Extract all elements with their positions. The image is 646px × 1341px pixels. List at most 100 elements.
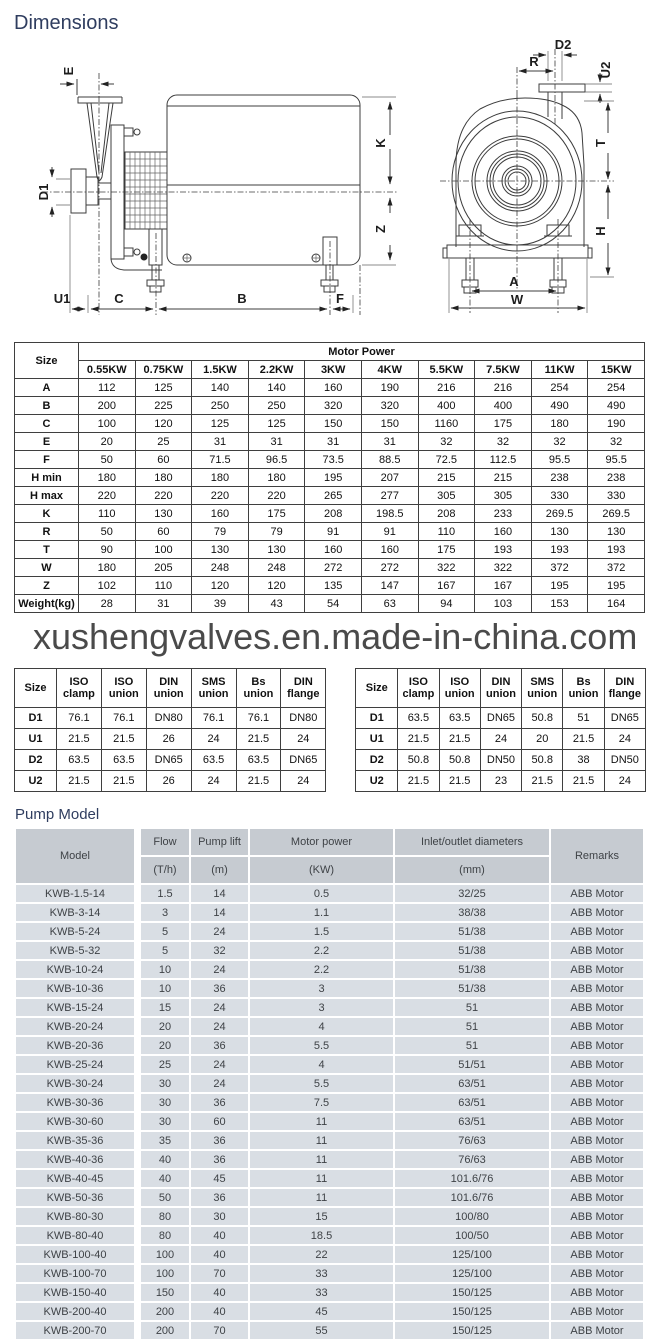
cell: 5.5 <box>250 1037 393 1054</box>
table-row: W 180 205 248 248 272 272 322 322 372 372 <box>14 558 645 577</box>
cell: 100 <box>134 540 193 559</box>
cell: 40 <box>191 1246 248 1263</box>
cell: 372 <box>587 558 645 577</box>
cell: 24 <box>190 770 237 792</box>
cell: 90 <box>78 540 136 559</box>
cell: 63/51 <box>395 1094 549 1111</box>
cell: 51/51 <box>395 1056 549 1073</box>
cell: 55 <box>250 1322 393 1339</box>
cell: 195 <box>304 468 362 487</box>
cell: 36 <box>191 1094 248 1111</box>
table-row: KWB-10-24 10 24 2.2 51/38 ABB Motor <box>16 961 643 978</box>
cell: 3 <box>250 980 393 997</box>
cell: 71.5 <box>191 450 249 469</box>
cell: ABB Motor <box>551 923 643 940</box>
cell: KWB-80-40 <box>16 1227 134 1244</box>
table-row: KWB-80-40 80 40 18.5 100/50 ABB Motor <box>16 1227 643 1244</box>
cell: 24 <box>190 728 237 750</box>
cell: 32 <box>417 432 476 451</box>
row-label: Weight(kg) <box>14 594 79 613</box>
cell: 101.6/76 <box>395 1189 549 1206</box>
cell: 160 <box>360 540 419 559</box>
cell: 305 <box>474 486 532 505</box>
cell: 45 <box>250 1303 393 1320</box>
cell: 70 <box>191 1265 248 1282</box>
cell: 248 <box>191 558 249 577</box>
cell: 175 <box>417 540 476 559</box>
header-row: (T/h) (m) (KW) (mm) <box>16 857 643 883</box>
cell: 51/38 <box>395 980 549 997</box>
row-label: H min <box>14 468 79 487</box>
cell: 150/125 <box>395 1284 549 1301</box>
cell: 130 <box>587 522 645 541</box>
dim-label-c: C <box>114 291 124 306</box>
cell: ABB Motor <box>551 1208 643 1225</box>
cell: KWB-5-24 <box>16 923 134 940</box>
cell: 320 <box>304 396 362 415</box>
cell: 76.1 <box>100 707 147 729</box>
cell: 220 <box>134 486 193 505</box>
dim-label-u2: U2 <box>598 62 613 79</box>
cell: 60 <box>134 522 193 541</box>
cell: KWB-80-30 <box>16 1208 134 1225</box>
table-row: T 90 100 130 130 160 160 175 193 193 193 <box>14 540 645 559</box>
cell: 63.5 <box>190 749 237 771</box>
cell: 25 <box>136 1056 189 1073</box>
cell: 30 <box>191 1208 248 1225</box>
cell: 248 <box>247 558 306 577</box>
table-row: R 50 60 79 79 91 91 110 160 130 130 <box>14 522 645 541</box>
cell: 180 <box>78 558 136 577</box>
cell: 330 <box>587 486 645 505</box>
cell: 269.5 <box>530 504 589 523</box>
cell: 50.8 <box>397 749 440 771</box>
cell: ABB Motor <box>551 980 643 997</box>
cell: 233 <box>474 504 532 523</box>
table-row: E 20 25 31 31 31 31 32 32 32 32 <box>14 432 645 451</box>
column-header: ISO union <box>100 668 147 708</box>
table-row: A 112 125 140 140 160 190 216 216 254 254 <box>14 378 645 397</box>
table-row: U1 21.5 21.5 26 24 21.5 24 <box>14 728 327 750</box>
cell: 250 <box>247 396 306 415</box>
table-row: F 50 60 71.5 96.5 73.5 88.5 72.5 112.5 95.5 95.5 <box>14 450 645 469</box>
column-header: ISO clamp <box>56 668 102 708</box>
row-label: C <box>14 414 79 433</box>
cell: 38/38 <box>395 904 549 921</box>
column-header: DIN union <box>145 668 192 708</box>
cell: 63.5 <box>56 749 102 771</box>
cell: 91 <box>304 522 362 541</box>
column-header: Size <box>355 668 399 708</box>
column-header: DIN flange <box>603 668 646 708</box>
cell: 207 <box>360 468 419 487</box>
cell: 24 <box>191 1056 248 1073</box>
table-row: U1 21.5 21.5 24 20 21.5 24 <box>355 728 646 750</box>
cell: 0.5 <box>250 885 393 902</box>
cell: 305 <box>417 486 476 505</box>
cell: 215 <box>417 468 476 487</box>
row-label: E <box>14 432 79 451</box>
cell: 40 <box>191 1303 248 1320</box>
row-label: T <box>14 540 79 559</box>
cell: 180 <box>530 414 589 433</box>
cell: 193 <box>474 540 532 559</box>
table-row: KWB-10-36 10 36 3 51/38 ABB Motor <box>16 980 643 997</box>
cell: 40 <box>191 1227 248 1244</box>
cell: 14 <box>191 885 248 902</box>
cell: 80 <box>136 1208 189 1225</box>
cell: 50.8 <box>521 749 564 771</box>
cell: DN50 <box>603 749 646 771</box>
column-header: DIN flange <box>280 668 327 708</box>
cell: 147 <box>360 576 419 595</box>
cell: 180 <box>78 468 136 487</box>
cell: 100/50 <box>395 1227 549 1244</box>
cell: 33 <box>250 1265 393 1282</box>
cell: 72.5 <box>417 450 476 469</box>
cell: 26 <box>145 770 192 792</box>
cell: KWB-35-36 <box>16 1132 134 1149</box>
cell: 11 <box>250 1151 393 1168</box>
cell: 100 <box>136 1265 189 1282</box>
cell: 30 <box>136 1094 189 1111</box>
cell: 21.5 <box>397 770 440 792</box>
dim-label-b: B <box>237 291 246 306</box>
column-header: SMS union <box>190 668 237 708</box>
dim-label-r: R <box>529 54 539 69</box>
